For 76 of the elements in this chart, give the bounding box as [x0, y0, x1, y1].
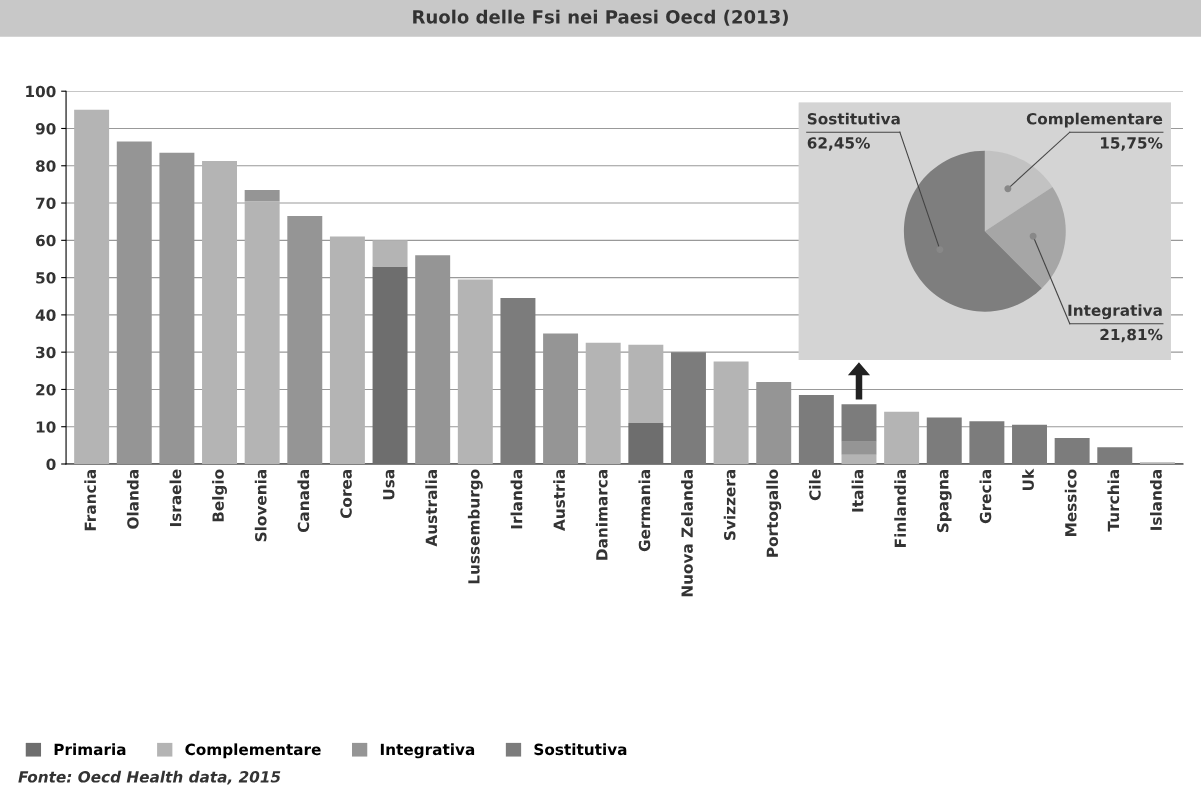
x-tick-label: Finlandia	[894, 470, 907, 547]
x-tick-label: Svizzera	[723, 470, 736, 540]
legend-label: Integrativa	[380, 743, 475, 759]
bar	[628, 422, 664, 464]
x-tick-label: Francia	[84, 470, 97, 531]
x-tick-label: Turchia	[1107, 470, 1120, 532]
bar	[74, 109, 110, 464]
source-note: Fonte: Oecd Health data, 2015	[18, 770, 281, 785]
bar	[841, 454, 877, 464]
legend-label: Complementare	[185, 743, 321, 759]
bar	[1012, 424, 1047, 464]
legend-label: Primaria	[54, 743, 126, 756]
x-tick-label: Usa	[383, 470, 395, 500]
legend-label: Sostitutiva	[534, 743, 627, 756]
pie-slice	[984, 150, 1053, 232]
x-tick-label: Israele	[169, 469, 182, 527]
x-tick-label: Messico	[1064, 469, 1077, 536]
x-tick-label: Islanda	[1150, 470, 1162, 530]
bar	[628, 344, 664, 423]
x-tick-label: Uk	[1022, 468, 1034, 491]
bar	[1097, 447, 1133, 464]
y-tick-label: 60	[36, 234, 56, 247]
data-label: 15,75%	[1100, 137, 1163, 151]
bar	[500, 298, 536, 464]
x-tick-label: Irlanda	[510, 470, 523, 529]
x-tick-label: Nuova Zelanda	[681, 470, 693, 597]
y-tick-label: 10	[36, 421, 56, 433]
x-tick-label: Germania	[638, 470, 651, 552]
bar	[457, 279, 493, 464]
x-tick-label: Australia	[425, 470, 438, 547]
bar	[244, 201, 280, 464]
bar	[585, 342, 621, 464]
bar	[798, 395, 834, 464]
chart-title: Ruolo delle Fsi nei Paesi Oecd (2013)	[413, 9, 788, 26]
bar	[713, 361, 749, 464]
x-tick-label: Slovenia	[254, 470, 267, 542]
x-tick-label: Grecia	[979, 470, 992, 524]
y-tick-label: 100	[26, 85, 56, 98]
x-tick-label: Corea	[340, 470, 352, 519]
data-label: 21,81%	[1100, 328, 1163, 343]
x-tick-label: Italia	[851, 470, 864, 512]
x-tick-label: Danimarca	[595, 470, 608, 560]
data-label: 62,45%	[807, 137, 870, 151]
y-tick-label: 20	[36, 383, 56, 396]
bar	[329, 236, 365, 464]
x-tick-label: Portogallo	[766, 469, 782, 557]
slice-label: Complementare	[1026, 112, 1163, 128]
x-tick-label: Canada	[297, 470, 310, 533]
y-tick-label: 40	[35, 309, 56, 321]
x-tick-label: Olanda	[126, 470, 139, 529]
bar	[1054, 437, 1090, 464]
bar	[969, 421, 1005, 464]
bar	[202, 160, 237, 464]
y-tick-label: 0	[46, 458, 56, 471]
bar	[884, 411, 920, 464]
bar	[841, 441, 877, 455]
bar	[841, 404, 877, 442]
x-tick-label: Spagna	[937, 470, 952, 533]
slice-label: Sostitutiva	[807, 112, 900, 125]
bar	[372, 266, 408, 464]
x-tick-label: Belgio	[212, 469, 227, 522]
slice-label: Integrativa	[1068, 304, 1162, 320]
pie-slice	[903, 150, 1042, 312]
bar	[372, 240, 408, 267]
pie-slice	[984, 187, 1066, 289]
y-tick-label: 90	[35, 122, 56, 135]
x-tick-label: Cile	[808, 469, 821, 501]
bar	[926, 417, 962, 464]
bar	[244, 189, 280, 202]
bar	[670, 352, 706, 464]
y-tick-label: 80	[36, 160, 56, 172]
y-tick-label: 30	[36, 346, 56, 359]
x-tick-label: Lussemburgo	[467, 469, 483, 584]
y-tick-label: 70	[36, 197, 56, 210]
y-tick-label: 50	[36, 272, 56, 284]
x-tick-label: Austria	[553, 470, 566, 531]
